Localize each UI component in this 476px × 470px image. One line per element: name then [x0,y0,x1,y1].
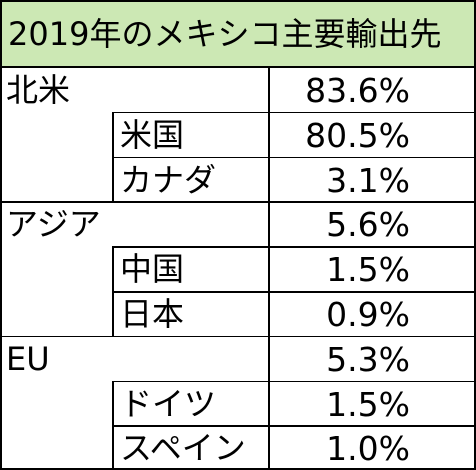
group-label: 北米 [6,71,71,109]
child-row-divider [112,156,476,159]
group-label: EU [6,339,50,378]
sub-value: 1.0% [326,429,410,469]
table-border-top [0,0,476,2]
sub-label: カナダ [120,160,217,199]
sub-value: 80.5% [305,115,410,155]
sub-value: 1.5% [326,250,410,290]
sub-label: 日本 [120,295,185,333]
sub-label: ドイツ [120,384,217,423]
child-row-divider [112,291,476,293]
group-label: アジア [6,205,101,244]
table-border-bottom [0,468,476,470]
sub-label: 中国 [120,250,185,289]
table-border-right [474,0,476,470]
child-indent-divider [112,380,114,470]
sub-value: 0.9% [326,295,410,334]
table-border-left [0,0,2,470]
group-row-divider [112,246,476,248]
table-title-cell [0,0,476,67]
child-indent-divider [112,111,114,202]
sub-value: 3.1% [326,160,410,200]
group-value: 5.6% [326,205,410,245]
sub-label: 米国 [120,115,185,154]
group-value: 83.6% [305,71,410,110]
child-indent-divider [112,246,114,336]
group-row-divider [112,111,476,114]
group-row-divider [112,380,476,383]
child-row-divider [112,425,476,427]
column-divider [268,67,270,470]
group-value: 5.3% [326,339,410,379]
table-title: 2019年のメキシコ主要輸出先 [8,15,442,53]
group-separator [0,335,476,338]
sub-label: スペイン [120,429,246,468]
title-divider [0,66,476,68]
sub-value: 1.5% [326,384,410,424]
group-separator [0,201,476,203]
